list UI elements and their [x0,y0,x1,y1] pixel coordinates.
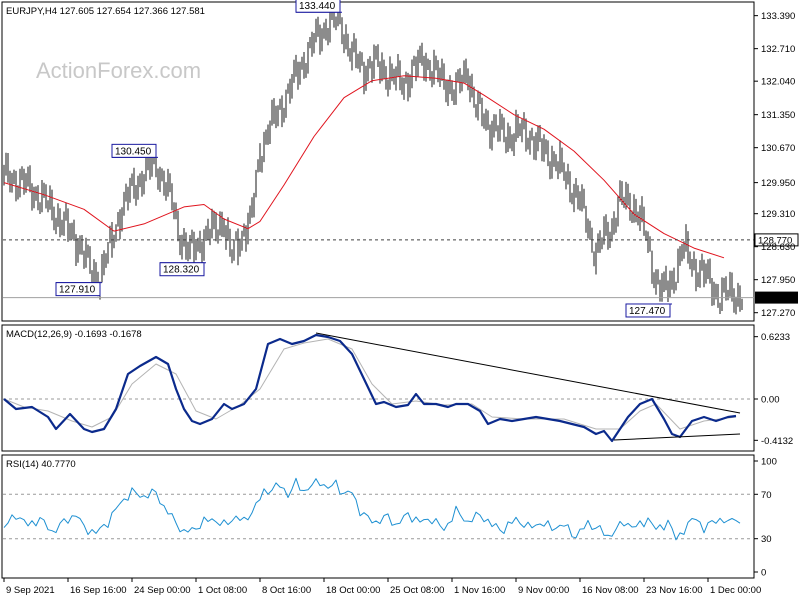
annotation-box [295,0,341,13]
price-axis-label: 129.950 [761,178,795,189]
time-axis-label: 24 Sep 00:00 [134,585,191,596]
axes-layer: 128.770 127.581 133.390 132.710 132.040 131.3… [3,11,799,596]
current-price-box [755,291,798,304]
time-axis-label: 16 Nov 08:00 [582,585,639,596]
macd-axis-label: 0.6233 [761,332,790,343]
rsi-layer [3,477,754,541]
watermark: ActionForex.com [36,58,201,83]
time-axis-label: 23 Nov 16:00 [646,585,703,596]
annotation-label: 127.910 [59,285,96,296]
macd-panel [1,324,755,452]
rsi-axis-label: 100 [761,457,777,468]
annotation-label: 130.450 [115,146,152,157]
price-axis-label: 132.040 [761,77,795,88]
level-label-box [754,233,799,247]
rsi-axis-label: 70 [761,490,772,501]
annotation-box [159,262,205,277]
time-axis-label: 9 Nov 00:00 [518,585,569,596]
annotation-box [625,303,671,318]
price-panel [1,1,755,322]
price-axis-label: 131.350 [761,110,795,121]
macd-signal-line [3,338,737,430]
moving-average-line [3,75,725,259]
price-axis-label: 130.670 [761,143,795,154]
annotation-label: 127.470 [629,306,666,317]
time-axis-label: 1 Oct 08:00 [198,585,247,596]
rsi-axis-label: 0 [761,568,766,579]
level-label: 128.770 [758,235,792,246]
price-axis-label: 127.270 [761,308,795,319]
price-header: EURJPY,H4 127.605 127.654 127.366 127.58… [6,6,205,17]
current-price-label: 127.581 [758,293,792,304]
time-axis-label: 8 Oct 16:00 [262,585,311,596]
time-axis-label: 1 Nov 16:00 [454,585,505,596]
price-axis-label: 129.310 [761,209,795,220]
price-axis-label: 127.950 [761,275,795,286]
annotation-box [111,143,157,158]
price-axis-label: 128.630 [761,242,795,253]
price-axis-label: 132.710 [761,44,795,55]
time-axis-label: 18 Oct 00:00 [326,585,380,596]
annotation-box [55,282,101,297]
macd-line [3,333,737,443]
annotation-label: 128.320 [163,265,200,276]
time-axis-label: 9 Sep 2021 [6,585,55,596]
time-axis-label: 25 Oct 08:00 [390,585,444,596]
macd-trendline [613,433,741,441]
macd-trendline [315,332,741,414]
annotation-label: 133.440 [299,1,336,12]
rsi-axis-label: 30 [761,534,772,545]
time-axis-label: 16 Sep 16:00 [70,585,127,596]
rsi-title: RSI(14) 40.7770 [6,459,76,470]
macd-title: MACD(12,26,9) -0.1693 -0.1678 [6,329,142,340]
price-axis-label: 133.390 [761,11,795,22]
macd-axis-label: 0.00 [761,395,780,406]
price-layer: 133.440 130.450 127.910 128.320 127.470 [3,0,754,318]
macd-layer [3,332,754,443]
rsi-panel [1,454,755,579]
macd-axis-label: -0.4132 [761,436,793,447]
time-axis-label: 1 Dec 00:00 [710,585,761,596]
rsi-line [3,477,741,541]
